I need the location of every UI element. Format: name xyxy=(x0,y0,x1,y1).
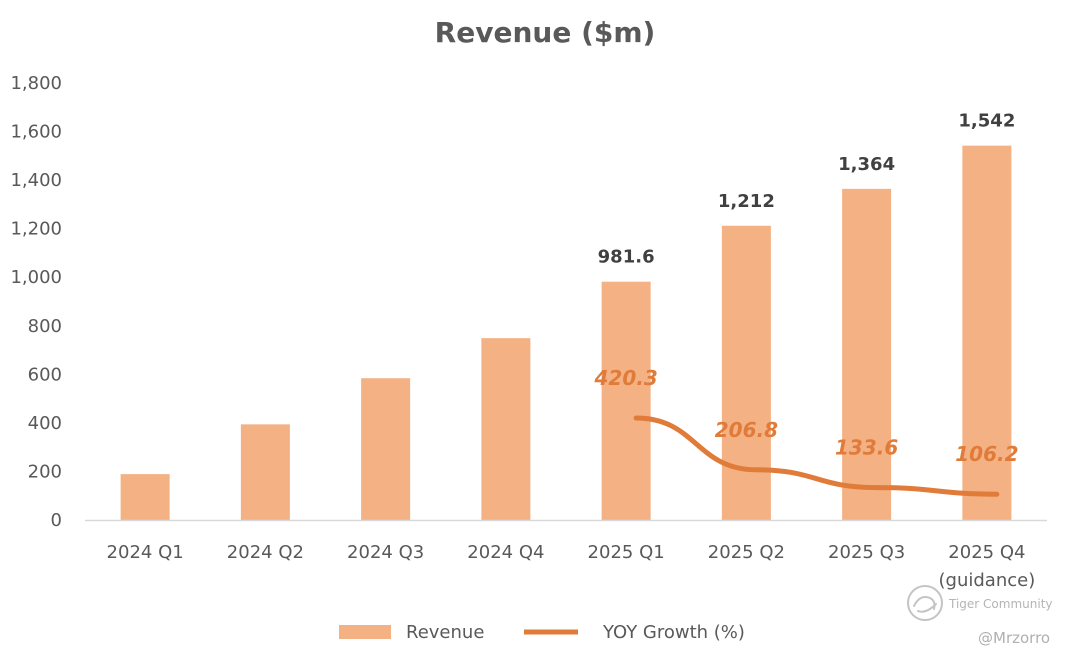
legend-revenue-swatch xyxy=(339,625,391,639)
growth-data-label: 133.6 xyxy=(835,436,898,460)
revenue-bar xyxy=(481,338,531,520)
revenue-bar xyxy=(962,145,1012,521)
revenue-bar xyxy=(361,378,411,520)
x-tick-label: 2025 Q3 xyxy=(828,542,905,563)
bar-data-label: 1,542 xyxy=(958,111,1015,132)
revenue-bar xyxy=(120,474,170,520)
x-tick-sublabel: (guidance) xyxy=(939,570,1036,591)
bar-data-label: 981.6 xyxy=(598,247,655,268)
yoy-growth-line xyxy=(633,415,1000,497)
chart-title: Revenue ($m) xyxy=(435,16,656,49)
x-tick-label: 2024 Q3 xyxy=(347,542,424,563)
y-tick-label: 1,000 xyxy=(10,267,62,288)
y-tick-label: 200 xyxy=(28,461,62,482)
x-tick-label: 2024 Q4 xyxy=(467,542,544,563)
revenue-bar xyxy=(721,225,771,520)
bar-data-label: 1,212 xyxy=(718,191,775,212)
y-tick-label: 0 xyxy=(51,510,62,531)
tiger-community-watermark: Tiger Community @Mrzorro xyxy=(907,585,1053,647)
growth-data-label: 420.3 xyxy=(593,366,657,390)
y-tick-label: 800 xyxy=(28,316,62,337)
growth-data-label: 106.2 xyxy=(955,442,1018,466)
x-tick-label: 2025 Q4 xyxy=(948,542,1025,563)
y-tick-label: 1,200 xyxy=(10,219,62,240)
growth-data-label: 206.8 xyxy=(715,418,778,442)
x-tick-label: 2025 Q2 xyxy=(708,542,785,563)
y-tick-label: 1,400 xyxy=(10,170,62,191)
legend: Revenue YOY Growth (%) xyxy=(339,622,745,643)
bar-data-labels: 981.6 1,212 1,364 1,542 xyxy=(598,111,1016,268)
tiger-logo-icon xyxy=(907,585,943,621)
y-tick-label: 400 xyxy=(28,413,62,434)
revenue-bar xyxy=(240,424,290,520)
x-axis: 2024 Q1 2024 Q2 2024 Q3 2024 Q4 2025 Q1 2025 … xyxy=(107,542,1036,591)
watermark-brand: Tiger Community xyxy=(948,597,1053,611)
legend-growth-label: YOY Growth (%) xyxy=(602,622,745,643)
legend-revenue-label: Revenue xyxy=(406,622,484,643)
y-tick-label: 600 xyxy=(28,364,62,385)
yoy-growth-path xyxy=(633,415,1000,497)
x-tick-label: 2024 Q1 xyxy=(107,542,184,563)
growth-data-labels: 420.3 206.8 133.6 106.2 xyxy=(593,366,1018,466)
revenue-bars xyxy=(120,145,1012,521)
y-tick-label: 1,600 xyxy=(10,122,62,143)
x-tick-label: 2025 Q1 xyxy=(588,542,665,563)
bar-data-label: 1,364 xyxy=(838,154,895,175)
x-tick-label: 2024 Q2 xyxy=(227,542,304,563)
y-axis: 0 200 400 600 800 1,000 1,200 1,400 1,600 1,800 xyxy=(10,73,62,531)
revenue-bar xyxy=(601,281,651,520)
revenue-bar xyxy=(842,188,892,520)
watermark-handle: @Mrzorro xyxy=(978,629,1050,647)
y-tick-label: 1,800 xyxy=(10,73,62,94)
